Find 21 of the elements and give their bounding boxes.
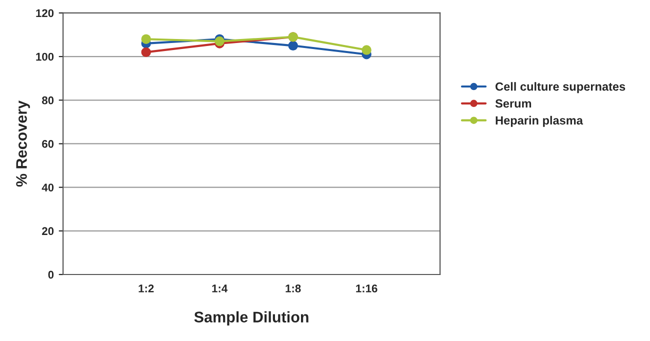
x-tick-label: 1:2 [138, 284, 154, 292]
y-axis-title: % Recovery [16, 100, 30, 187]
point [141, 34, 151, 44]
y-tick-label: 120 [36, 9, 54, 18]
y-tick-label: 60 [42, 140, 54, 148]
y-tick-label: 0 [48, 270, 54, 279]
point [214, 36, 224, 46]
legend-label: Serum [495, 99, 532, 108]
x-tick-label: 1:4 [212, 284, 228, 292]
x-tick-label: 1:8 [286, 284, 301, 292]
x-axis-title: Sample Dilution [194, 311, 308, 326]
y-tick-label: 40 [42, 184, 54, 192]
point [141, 47, 151, 58]
x-tick-label: 1:16 [356, 284, 378, 292]
y-tick-label: 80 [42, 96, 54, 104]
y-tick-label: 100 [36, 52, 54, 61]
legend-label: Cell culture supernates [496, 82, 626, 94]
point [288, 40, 298, 51]
legend-label: Heparin plasma [496, 116, 584, 127]
y-tick-label: 20 [42, 227, 54, 236]
point [362, 45, 372, 55]
